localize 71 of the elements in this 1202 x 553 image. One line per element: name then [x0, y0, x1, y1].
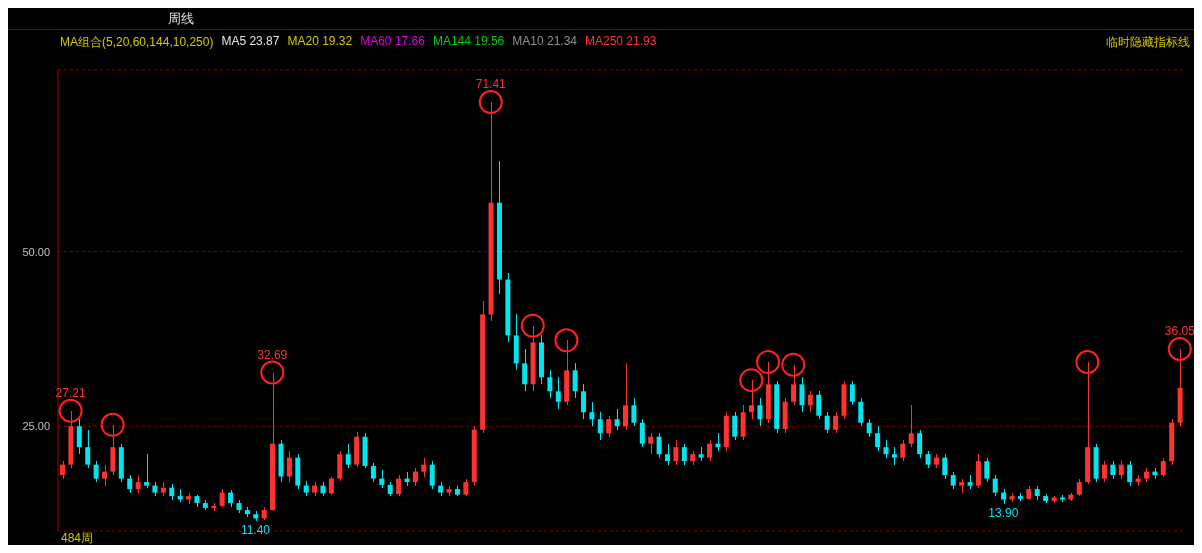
candlestick	[665, 442, 671, 466]
candlestick	[673, 439, 679, 466]
candlestick	[429, 460, 435, 490]
candlestick	[908, 404, 914, 448]
annotation: 71.41	[475, 77, 507, 92]
text: MA5 23.87	[221, 34, 280, 50]
candlestick	[639, 418, 645, 448]
candlestick	[572, 362, 578, 400]
candlestick	[799, 376, 805, 414]
text: MA20 19.32	[287, 34, 353, 50]
candlestick	[631, 397, 637, 427]
candlestick	[917, 428, 923, 459]
candlestick	[681, 442, 687, 466]
annotation: 484周	[61, 530, 94, 547]
text: MA10 21.34	[512, 34, 578, 50]
candlestick	[421, 456, 427, 478]
candlestick	[900, 439, 906, 462]
candlestick	[93, 460, 99, 483]
candlestick	[732, 411, 738, 441]
y-tick-label: 25.00	[22, 420, 50, 433]
candlestick	[849, 380, 855, 407]
candlestick	[547, 369, 553, 400]
candlestick	[606, 415, 612, 438]
candlestick	[379, 468, 385, 489]
candlestick	[791, 364, 797, 407]
candlestick	[1160, 456, 1166, 478]
y-tick-label: 50.00	[22, 245, 50, 258]
candlestick	[816, 390, 822, 420]
candlestick	[219, 488, 225, 508]
text: MA250 21.93	[585, 34, 657, 50]
candlestick	[589, 401, 595, 427]
candlestick	[984, 456, 990, 483]
candlestick	[597, 411, 603, 441]
candlestick	[942, 453, 948, 480]
annotation: 13.90	[988, 505, 1019, 520]
annotation: 36.05	[1164, 324, 1196, 339]
candlestick	[824, 411, 830, 434]
chart-title: 周线	[8, 8, 1194, 30]
text: MA组合(5,20,60,144,10,250)	[60, 34, 214, 51]
candlestick	[807, 390, 813, 414]
text: 临时隐藏指标线	[1106, 34, 1190, 51]
candlestick	[144, 453, 150, 489]
candlestick	[623, 362, 628, 431]
candlestick	[580, 383, 586, 420]
text: MA144 19.56	[432, 34, 505, 50]
annotation: 11.40	[240, 523, 271, 538]
candlestick	[833, 411, 839, 434]
candlestick	[1127, 460, 1133, 487]
candlestick	[614, 408, 620, 431]
candlestick	[648, 432, 654, 455]
candlestick	[707, 439, 713, 462]
candlestick	[757, 397, 763, 427]
candlestick	[875, 425, 881, 452]
candlestick	[76, 418, 82, 455]
candlestick	[85, 428, 91, 469]
candlestick	[345, 442, 351, 469]
candlestick	[555, 376, 561, 410]
candlestick	[749, 379, 755, 420]
candlestick	[396, 474, 402, 497]
candlestick	[286, 449, 292, 483]
candlestick	[522, 348, 528, 393]
candlestick	[1101, 460, 1107, 483]
candlestick	[102, 463, 108, 487]
candlestick	[858, 397, 864, 427]
annotation: 27.21	[55, 385, 86, 400]
candlestick	[328, 475, 334, 496]
candlestick	[656, 432, 662, 459]
candlestick	[992, 474, 998, 497]
text: MA60 17.66	[360, 34, 425, 50]
annotation: 32.69	[257, 347, 288, 362]
candlestick	[370, 461, 376, 483]
